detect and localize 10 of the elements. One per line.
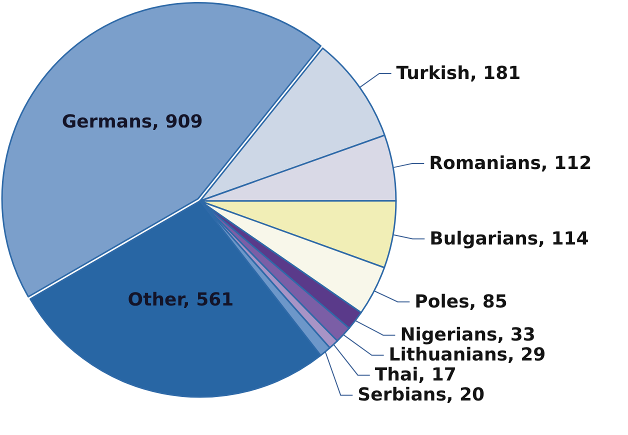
slice-label: Poles, 85 bbox=[414, 291, 508, 312]
slice-label: Lithuanians, 29 bbox=[388, 344, 546, 366]
slice-label: Thai, 17 bbox=[374, 364, 456, 386]
slice-label: Romanians, 112 bbox=[429, 152, 592, 174]
slice-label: Bulgarians, 114 bbox=[430, 228, 589, 250]
slice-label: Serbians, 20 bbox=[358, 384, 485, 406]
slice-label: Germans, 909 bbox=[62, 112, 203, 133]
slice-label: Other, 561 bbox=[128, 290, 234, 311]
slice-label: Turkish, 181 bbox=[396, 63, 521, 84]
slice-label: Nigerians, 33 bbox=[400, 324, 536, 346]
